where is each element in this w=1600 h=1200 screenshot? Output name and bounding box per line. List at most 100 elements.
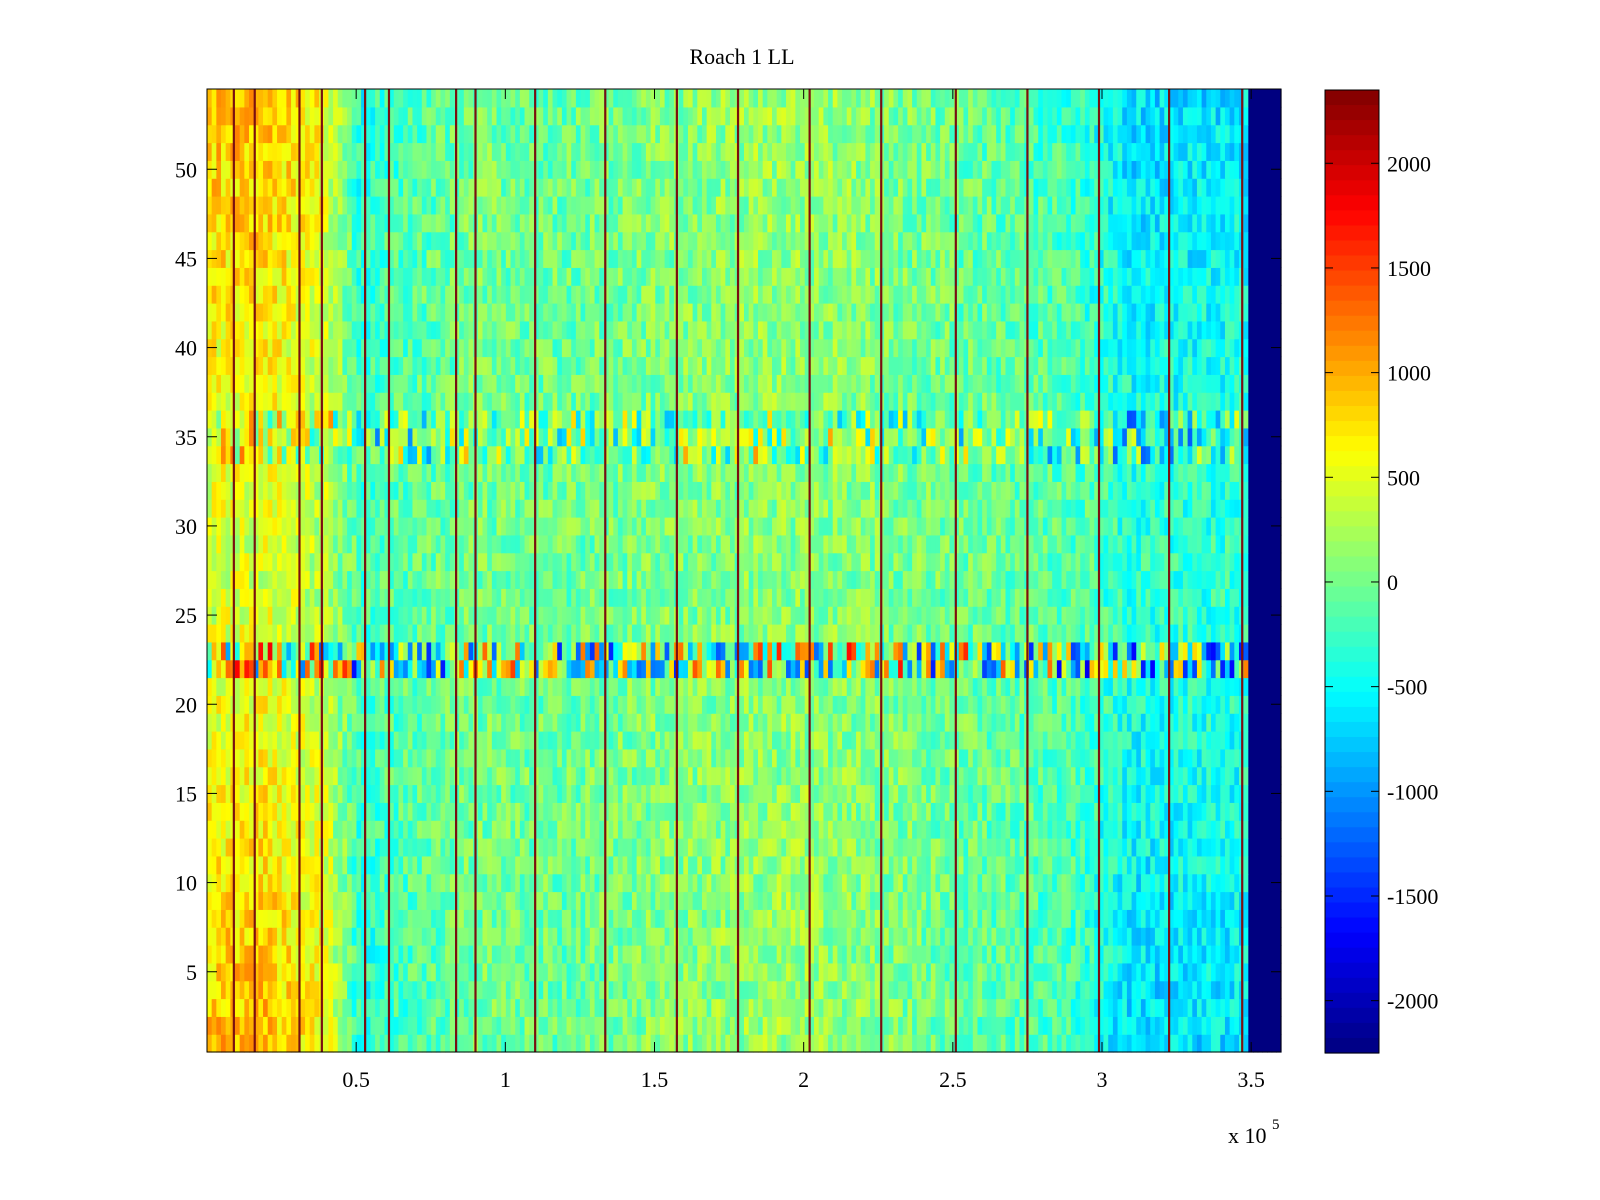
heatmap-cell	[837, 677, 843, 696]
heatmap-cell	[1103, 1016, 1109, 1035]
heatmap-cell	[809, 659, 815, 679]
heatmap-cell	[207, 748, 213, 768]
heatmap-cell	[1262, 855, 1268, 875]
heatmap-cell	[538, 677, 544, 696]
heatmap-cell	[1192, 927, 1198, 946]
heatmap-cell	[706, 891, 712, 910]
heatmap-cell	[361, 927, 367, 946]
heatmap-cell	[342, 998, 348, 1017]
heatmap-cell	[515, 659, 521, 679]
heatmap-cell	[519, 695, 526, 714]
heatmap-cell	[1150, 677, 1156, 696]
heatmap-cell	[893, 1016, 899, 1035]
heatmap-cell	[1126, 962, 1133, 982]
heatmap-cell	[823, 748, 829, 768]
heatmap-cell	[449, 766, 456, 786]
heatmap-cell	[221, 998, 227, 1017]
heatmap-cell	[1229, 909, 1235, 928]
heatmap-cell	[258, 748, 264, 768]
heatmap-cell	[720, 891, 726, 910]
heatmap-cell	[571, 927, 577, 946]
heatmap-cell	[678, 927, 684, 946]
heatmap-cell	[701, 855, 708, 875]
heatmap-cell	[608, 873, 614, 893]
heatmap-cell	[440, 909, 446, 928]
heatmap-cell	[944, 962, 951, 982]
heatmap-cell	[608, 1016, 614, 1035]
heatmap-cell	[800, 855, 806, 875]
heatmap-cell	[305, 1016, 311, 1035]
heatmap-cell	[1089, 998, 1095, 1017]
heatmap-cell	[1103, 998, 1109, 1017]
heatmap-cell	[1122, 820, 1128, 839]
heatmap-cell	[1154, 820, 1161, 839]
heatmap-cell	[547, 998, 554, 1017]
heatmap-cell	[846, 873, 852, 893]
heatmap-cell	[1248, 909, 1254, 928]
heatmap-cell	[944, 855, 951, 875]
heatmap-cell	[337, 855, 344, 875]
heatmap-cell	[930, 909, 937, 928]
heatmap-cell	[711, 909, 717, 928]
heatmap-cell	[258, 802, 264, 821]
heatmap-cell	[557, 927, 563, 946]
heatmap-cell	[790, 855, 796, 875]
heatmap-cell	[1052, 909, 1058, 928]
heatmap-cell	[1145, 873, 1151, 893]
heatmap-cell	[870, 980, 876, 1000]
heatmap-cell	[305, 838, 311, 857]
heatmap-cell	[1000, 838, 1007, 857]
heatmap-cell	[552, 873, 558, 893]
heatmap-cell	[1192, 855, 1198, 875]
heatmap-cell	[1248, 980, 1254, 1000]
heatmap-cell	[795, 820, 801, 839]
heatmap-cell	[776, 1034, 782, 1053]
heatmap-cell	[412, 891, 418, 910]
heatmap-cell	[650, 927, 656, 946]
heatmap-cell	[412, 838, 418, 857]
heatmap-cell	[328, 1016, 334, 1035]
heatmap-cell	[860, 962, 867, 982]
heatmap-cell	[272, 802, 278, 821]
heatmap-cell	[1094, 855, 1100, 875]
heatmap-cell	[842, 713, 848, 732]
heatmap-cell	[529, 838, 535, 857]
heatmap-cell	[823, 802, 829, 821]
heatmap-cell	[463, 891, 470, 910]
heatmap-cell	[603, 980, 610, 1000]
heatmap-cell	[907, 998, 913, 1017]
heatmap-cell	[823, 980, 829, 1000]
heatmap-cell	[1248, 820, 1254, 839]
heatmap-cell	[1164, 784, 1170, 803]
heatmap-cell	[893, 677, 899, 696]
heatmap-cell	[926, 838, 932, 857]
heatmap-cell	[477, 820, 484, 839]
heatmap-cell	[440, 695, 446, 714]
heatmap-cell	[1070, 731, 1077, 750]
heatmap-cell	[379, 873, 386, 893]
heatmap-cell	[1248, 962, 1254, 982]
heatmap-cell	[328, 980, 334, 1000]
heatmap-cell	[1038, 731, 1044, 750]
heatmap-cell	[1056, 677, 1063, 696]
heatmap-cell	[1266, 695, 1273, 714]
heatmap-cell	[930, 695, 937, 714]
heatmap-cell	[781, 945, 787, 964]
heatmap-cell	[575, 659, 582, 679]
heatmap-cell	[1220, 820, 1226, 839]
heatmap-cell	[1038, 909, 1044, 928]
heatmap-cell	[421, 1034, 428, 1053]
heatmap-cell	[295, 731, 301, 750]
heatmap-cell	[1089, 677, 1095, 696]
heatmap-cell	[786, 962, 792, 982]
heatmap-cell	[1154, 695, 1161, 714]
heatmap-cell	[921, 802, 927, 821]
heatmap-cell	[790, 962, 796, 982]
heatmap-cell	[347, 695, 353, 714]
heatmap-cell	[655, 891, 661, 910]
heatmap-cell	[1112, 784, 1119, 803]
heatmap-cell	[1084, 838, 1091, 857]
heatmap-cell	[1262, 1034, 1268, 1053]
heatmap-cell	[744, 784, 750, 803]
heatmap-cell	[977, 873, 983, 893]
